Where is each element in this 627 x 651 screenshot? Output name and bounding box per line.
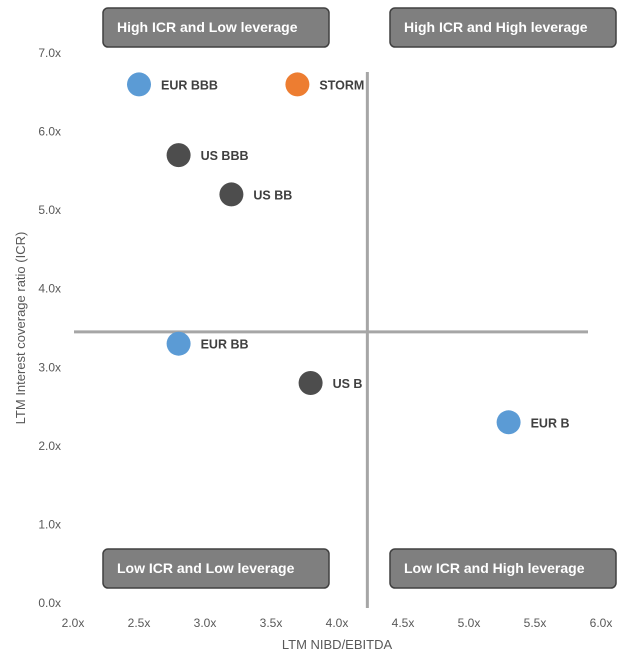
quadrant-label-bottom-left: Low ICR and Low leverage xyxy=(102,548,330,589)
x-axis-ticks: 2.0x 2.5x 3.0x 3.5x 4.0x 4.5x 5.0x 5.5x 6.0x xyxy=(62,616,613,630)
x-tick-label: 5.0x xyxy=(458,616,481,630)
y-tick-label: 6.0x xyxy=(38,125,61,139)
y-axis-title: LTM Interest coverage ratio (ICR) xyxy=(13,232,28,425)
quadrant-labels: High ICR and Low leverage High ICR and Hi… xyxy=(102,7,617,589)
x-tick-label: 6.0x xyxy=(590,616,613,630)
point-label: US BBB xyxy=(201,149,249,163)
y-tick-label: 5.0x xyxy=(38,203,61,217)
y-tick-label: 0.0x xyxy=(38,596,61,610)
point-label: EUR BBB xyxy=(161,78,218,92)
x-tick-label: 5.5x xyxy=(524,616,547,630)
y-tick-label: 4.0x xyxy=(38,282,61,296)
x-tick-label: 4.5x xyxy=(392,616,415,630)
point-us-bb: US BB xyxy=(219,182,292,207)
x-tick-label: 4.0x xyxy=(326,616,349,630)
quadrant-label-bottom-right: Low ICR and High leverage xyxy=(389,548,617,589)
point-marker xyxy=(166,143,191,168)
point-marker xyxy=(166,331,191,356)
quadrant-label-top-right: High ICR and High leverage xyxy=(389,7,617,48)
quadrant-text: Low ICR and High leverage xyxy=(404,560,585,576)
y-tick-label: 2.0x xyxy=(38,439,61,453)
y-tick-label: 3.0x xyxy=(38,360,61,374)
point-label: STORM xyxy=(319,78,364,92)
point-marker xyxy=(285,72,310,97)
x-tick-label: 2.5x xyxy=(128,616,151,630)
x-axis-title: LTM NIBD/EBITDA xyxy=(282,637,393,651)
quadrant-dividers xyxy=(74,72,588,608)
point-label: EUR BB xyxy=(201,338,249,352)
quadrant-text: High ICR and High leverage xyxy=(404,19,588,35)
point-marker xyxy=(127,72,151,97)
x-tick-label: 3.5x xyxy=(260,616,283,630)
point-label: US B xyxy=(333,377,363,391)
quadrant-box xyxy=(102,7,330,48)
point-label: US BB xyxy=(253,188,292,202)
quadrant-label-top-left: High ICR and Low leverage xyxy=(102,7,330,48)
quadrant-text: High ICR and Low leverage xyxy=(117,19,298,35)
point-eur-b: EUR B xyxy=(496,410,570,435)
point-eur-bb: EUR BB xyxy=(166,331,249,356)
point-label: EUR B xyxy=(531,416,570,430)
y-tick-label: 7.0x xyxy=(38,46,61,60)
quadrant-box xyxy=(389,548,617,589)
quadrant-text: Low ICR and Low leverage xyxy=(117,560,295,576)
point-us-bbb: US BBB xyxy=(166,143,249,168)
point-us-b: US B xyxy=(298,371,363,395)
x-tick-label: 3.0x xyxy=(194,616,217,630)
quadrant-box xyxy=(389,7,617,48)
x-tick-label: 2.0x xyxy=(62,616,85,630)
point-marker xyxy=(219,182,244,207)
quadrant-box xyxy=(102,548,330,589)
point-marker xyxy=(298,371,323,395)
data-points: EUR BBB STORM US BBB US BB EUR BB US B EUR B xyxy=(127,72,570,435)
point-eur-bbb: EUR BBB xyxy=(127,72,218,97)
y-axis-ticks: 0.0x 1.0x 2.0x 3.0x 4.0x 5.0x 6.0x 7.0x xyxy=(38,46,61,610)
y-tick-label: 1.0x xyxy=(38,517,61,531)
point-marker xyxy=(496,410,521,435)
point-storm: STORM xyxy=(285,72,364,97)
